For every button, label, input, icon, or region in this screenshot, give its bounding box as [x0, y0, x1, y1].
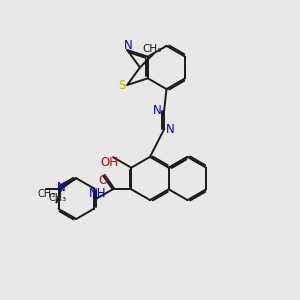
Text: N: N	[153, 103, 162, 117]
Text: CH₃: CH₃	[38, 189, 56, 199]
Text: N: N	[56, 182, 65, 194]
Text: CH₃: CH₃	[49, 193, 67, 202]
Text: N: N	[124, 39, 133, 52]
Text: OH: OH	[100, 156, 118, 169]
Text: S: S	[118, 80, 125, 92]
Text: N: N	[166, 123, 175, 136]
Text: O: O	[98, 174, 107, 188]
Text: CH₃: CH₃	[142, 44, 162, 54]
Text: NH: NH	[89, 187, 106, 200]
